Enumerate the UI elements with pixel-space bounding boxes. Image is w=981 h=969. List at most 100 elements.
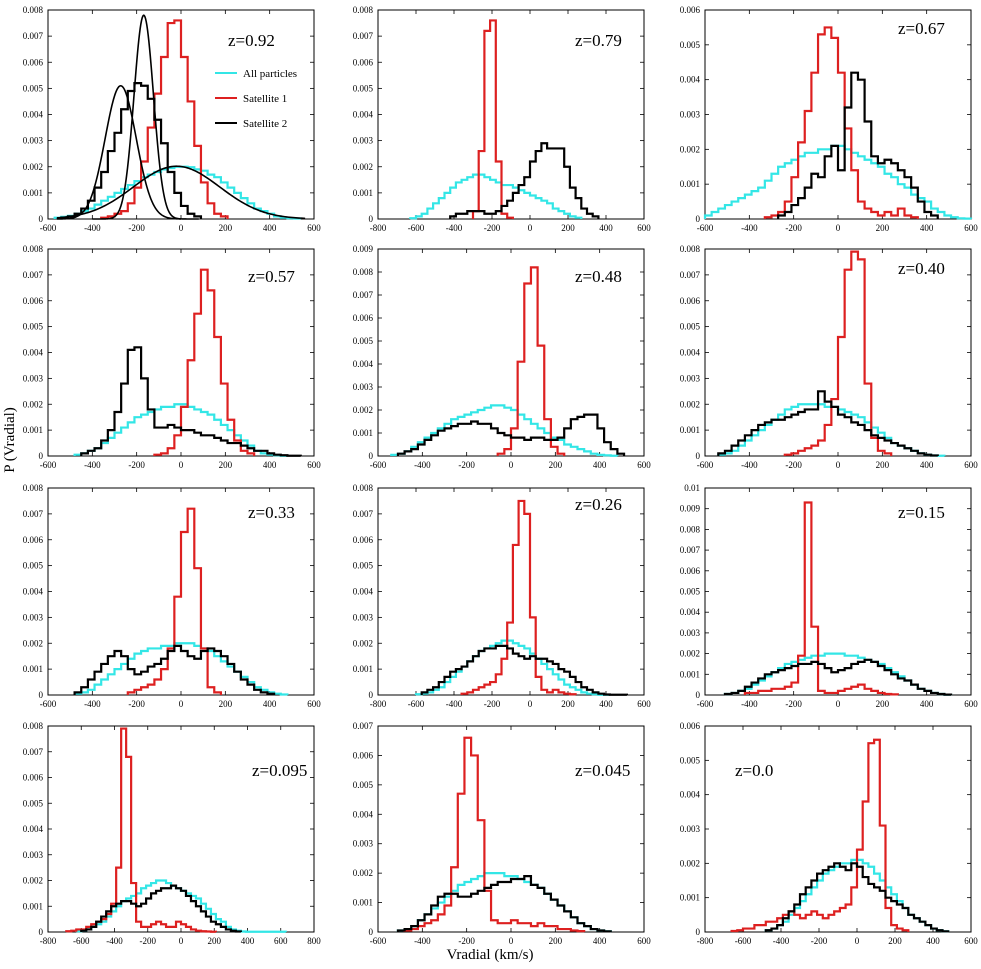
y-tick-label: 0.004	[680, 790, 701, 800]
y-tick-label: 0.002	[23, 399, 43, 409]
y-tick-label: 0.001	[23, 188, 43, 198]
satellite-1-histogram	[763, 26, 919, 219]
x-tick-label: -400	[414, 460, 431, 470]
redshift-label: z=0.79	[575, 31, 622, 50]
x-tick-label: 200	[549, 460, 563, 470]
satellite-2-histogram	[73, 644, 276, 695]
y-tick-label: 0.005	[23, 83, 44, 93]
y-tick-label: 0	[696, 690, 701, 700]
x-tick-label: 600	[964, 460, 978, 470]
satellite-2-histogram	[764, 862, 950, 933]
y-tick-label: 0.004	[680, 75, 701, 85]
y-tick-label: 0	[369, 451, 374, 461]
y-tick-label: 0.006	[680, 721, 701, 731]
y-tick-label: 0.002	[353, 868, 373, 878]
y-tick-label: 0.003	[23, 373, 44, 383]
y-tick-label: 0.002	[23, 638, 43, 648]
x-tick-label: 400	[920, 699, 934, 709]
legend-satellite-1: Satellite 1	[243, 93, 287, 105]
x-tick-label: -600	[370, 460, 387, 470]
x-tick-label: 200	[549, 936, 563, 946]
y-tick-label: 0.004	[353, 110, 374, 120]
x-tick-label: 0	[509, 460, 514, 470]
y-tick-label: 0.008	[353, 483, 374, 493]
x-tick-label: -400	[84, 699, 101, 709]
y-tick-label: 0.005	[680, 40, 701, 50]
y-tick-label: 0.005	[353, 780, 374, 790]
x-tick-label: 0	[509, 936, 514, 946]
redshift-label: z=0.57	[248, 267, 295, 286]
y-tick-label: 0.005	[353, 83, 374, 93]
y-tick-label: 0.005	[680, 322, 701, 332]
y-tick-label: 0.005	[680, 755, 701, 765]
x-tick-label: 200	[208, 936, 222, 946]
y-tick-label: 0	[369, 690, 374, 700]
x-tick-label: 400	[263, 223, 277, 233]
x-tick-label: -400	[84, 223, 101, 233]
x-tick-label: -600	[73, 936, 90, 946]
x-tick-label: -400	[773, 936, 790, 946]
y-tick-label: 0.007	[23, 31, 44, 41]
x-tick-label: 0	[179, 699, 184, 709]
y-tick-label: 0.008	[23, 483, 44, 493]
y-tick-label: 0.002	[680, 144, 700, 154]
x-tick-label: 200	[219, 223, 233, 233]
x-tick-label: -600	[697, 699, 714, 709]
x-tick-label: -600	[697, 460, 714, 470]
y-tick-label: 0.007	[23, 509, 44, 519]
plot-frame	[377, 725, 645, 933]
y-tick-label: 0.004	[23, 824, 44, 834]
y-tick-label: 0.001	[23, 901, 43, 911]
satellite-2-histogram	[420, 644, 628, 696]
x-tick-label: 400	[599, 223, 613, 233]
satellite-1-histogram	[471, 19, 514, 219]
satellite-2-histogram	[396, 874, 612, 933]
y-tick-label: 0.006	[680, 5, 701, 15]
x-tick-label: -200	[128, 699, 145, 709]
x-tick-label: -200	[484, 699, 501, 709]
y-tick-label: 0.004	[23, 587, 44, 597]
y-tick-label: 0.002	[680, 399, 700, 409]
y-tick-label: 0.007	[353, 290, 374, 300]
x-tick-label: 400	[920, 460, 934, 470]
y-tick-label: 0	[39, 451, 44, 461]
satellite-1-histogram	[783, 250, 893, 456]
y-tick-label: 0.002	[680, 649, 700, 659]
x-tick-label: 600	[307, 223, 321, 233]
y-tick-label: 0.006	[23, 773, 44, 783]
x-tick-label: 400	[593, 460, 607, 470]
x-tick-label: 600	[637, 460, 651, 470]
panel: -600 -400 -200 0 200 400 600 0 0.001 0.002 0.003 0.…	[680, 5, 979, 233]
satellite-1-histogram	[460, 499, 577, 696]
satellite-2-histogram	[396, 413, 626, 456]
y-tick-label: 0	[369, 927, 374, 937]
x-tick-label: -400	[84, 460, 101, 470]
redshift-label: z=0.92	[228, 31, 275, 50]
y-tick-label: 0	[39, 690, 44, 700]
x-tick-label: -200	[140, 936, 157, 946]
x-tick-label: 600	[637, 223, 651, 233]
redshift-label: z=0.26	[575, 495, 622, 514]
x-tick-label: -400	[106, 936, 123, 946]
y-tick-label: 0.001	[680, 893, 700, 903]
all-particles-histogram	[390, 404, 619, 457]
y-tick-label: 0.002	[23, 876, 43, 886]
gaussian-fit-curve	[92, 14, 199, 220]
x-tick-label: 600	[274, 936, 288, 946]
y-tick-label: 0.005	[23, 322, 44, 332]
x-tick-label: -400	[741, 460, 758, 470]
y-tick-label: 0.003	[680, 628, 701, 638]
y-tick-label: 0.001	[23, 664, 43, 674]
y-tick-label: 0.006	[680, 296, 701, 306]
satellite-1-histogram	[100, 19, 229, 219]
y-tick-label: 0.001	[680, 425, 700, 435]
redshift-label: z=0.045	[575, 761, 630, 780]
plot-frame	[377, 487, 645, 696]
y-tick-label: 0.003	[353, 136, 374, 146]
x-tick-label: -600	[408, 223, 425, 233]
x-tick-label: 200	[219, 460, 233, 470]
y-tick-label: 0.008	[680, 524, 701, 534]
panel: -800 -600 -400 -200 0 200 400 600 800 0 0.001 0.002…	[23, 721, 322, 946]
x-tick-label: 0	[836, 460, 841, 470]
y-tick-label: 0.005	[353, 561, 374, 571]
